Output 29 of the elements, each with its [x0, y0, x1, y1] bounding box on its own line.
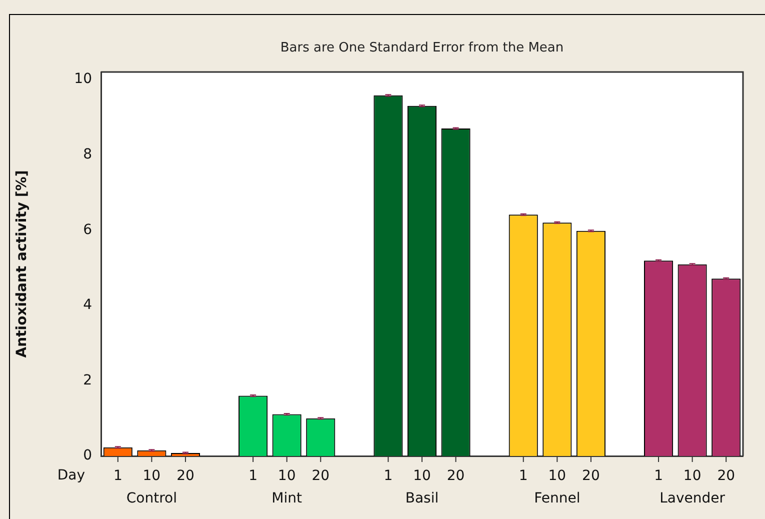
- text: Basil: [405, 490, 439, 507]
- x-tick-label: 20: [176, 468, 194, 484]
- x-tick-label: 10: [548, 468, 566, 484]
- x-tick-label: 10: [278, 468, 296, 484]
- x-tick-label: 10: [142, 468, 161, 484]
- y-tick-label: 8: [83, 146, 92, 162]
- x-tick-label: 1: [113, 468, 122, 484]
- x-tick-label: 1: [248, 468, 258, 484]
- text: Mint: [272, 490, 303, 507]
- x-tick-label: 10: [683, 468, 702, 484]
- y-tick-label: 4: [83, 297, 92, 314]
- x-tick-label: 20: [312, 468, 330, 484]
- text: Fennel: [534, 490, 580, 507]
- y-axis-title: Antioxidant activity [%]: [14, 170, 30, 358]
- x-tick-label: 1: [654, 468, 663, 484]
- x-tick-label: 20: [582, 468, 600, 484]
- text: Control: [126, 490, 177, 507]
- y-tick-label: 2: [83, 372, 92, 388]
- x-tick-label: 1: [384, 468, 393, 484]
- chart-title: Bars are One Standard Error from the Mean: [280, 40, 564, 56]
- y-tick-label: 10: [74, 71, 92, 88]
- y-tick-label: 0: [83, 448, 92, 464]
- x-tick-label: 10: [413, 468, 431, 484]
- y-tick-label: 6: [83, 222, 92, 238]
- x-tick-label: 1: [518, 468, 528, 484]
- x-tick-label: 20: [717, 468, 736, 484]
- text: Lavender: [660, 490, 726, 507]
- x-tick-label: 20: [446, 468, 465, 484]
- x-axis-title: Day: [57, 468, 85, 484]
